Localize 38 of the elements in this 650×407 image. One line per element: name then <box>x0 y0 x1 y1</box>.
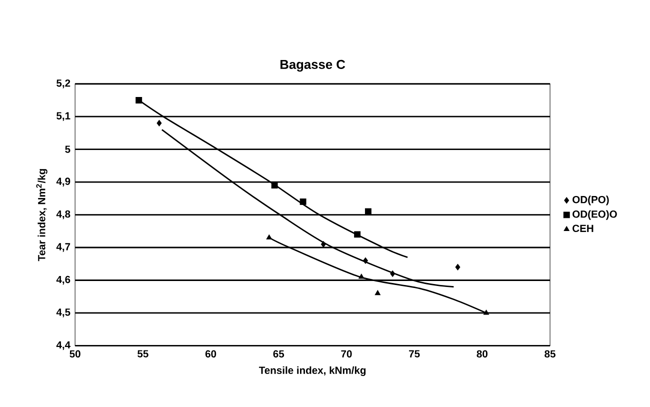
point <box>364 208 372 215</box>
x-tick-label: 85 <box>544 350 556 358</box>
line-series <box>161 129 454 288</box>
x-tick-label: 75 <box>409 350 420 358</box>
point <box>156 120 162 126</box>
y-tick-label: 4,9 <box>56 178 70 187</box>
y-tick-label: 4,8 <box>56 210 70 220</box>
x-tick-label: 55 <box>138 350 148 358</box>
point <box>374 290 381 296</box>
y-tick-label: 4,4 <box>56 341 70 350</box>
legend-label: CEH <box>572 224 594 232</box>
x-tick-label: 60 <box>205 350 216 358</box>
point <box>358 274 364 279</box>
chart-title: Bagasse C <box>280 60 346 72</box>
y-tick-label: 4,6 <box>56 276 70 285</box>
x-tick-label: 80 <box>476 350 488 358</box>
point <box>362 257 368 264</box>
x-tick-label: 50 <box>70 350 80 358</box>
point <box>266 234 272 240</box>
point <box>483 310 490 315</box>
x-tick-label: 70 <box>341 350 352 358</box>
point <box>455 264 460 270</box>
legend-label: OD(PO) <box>572 196 609 206</box>
x-axis-title: Tensile index, kNm/kg <box>258 366 366 376</box>
point <box>390 270 396 277</box>
point <box>320 241 326 248</box>
y-tick-label: 5,1 <box>56 112 70 122</box>
y-axis-title: Tear index, Nm$^{2}$/kg <box>36 169 48 262</box>
y-tick-label: 5 <box>65 146 70 153</box>
y-tick-label: 4,5 <box>56 308 70 318</box>
x-tick-label: 65 <box>273 350 284 358</box>
legend-label: OD(EO)O <box>572 210 617 220</box>
point <box>271 182 278 189</box>
y-tick-label: 5,2 <box>56 80 70 88</box>
point <box>136 97 142 104</box>
y-tick-label: 4,7 <box>56 243 70 252</box>
point <box>354 231 361 238</box>
point <box>300 198 306 205</box>
